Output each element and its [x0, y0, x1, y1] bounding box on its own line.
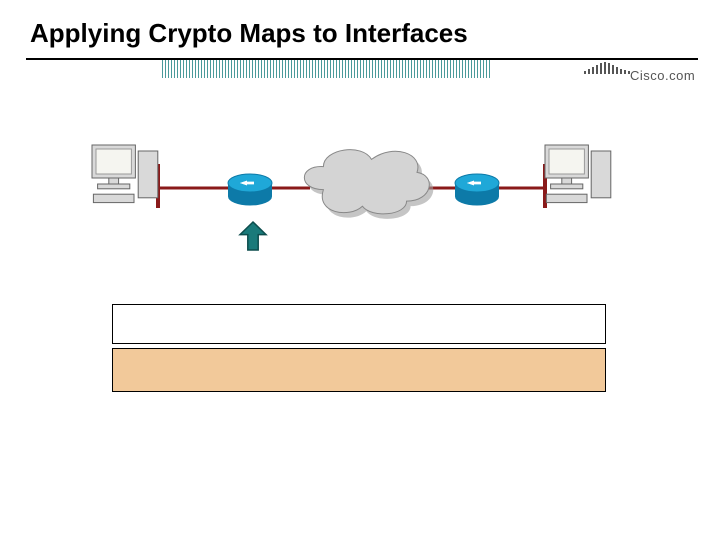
code-box-top: [112, 304, 606, 344]
code-box-bottom: [112, 348, 606, 392]
network-diagram: [0, 0, 720, 300]
slide: Applying Crypto Maps to Interfaces Cisco…: [0, 0, 720, 540]
up-arrow-icon: [236, 218, 270, 254]
